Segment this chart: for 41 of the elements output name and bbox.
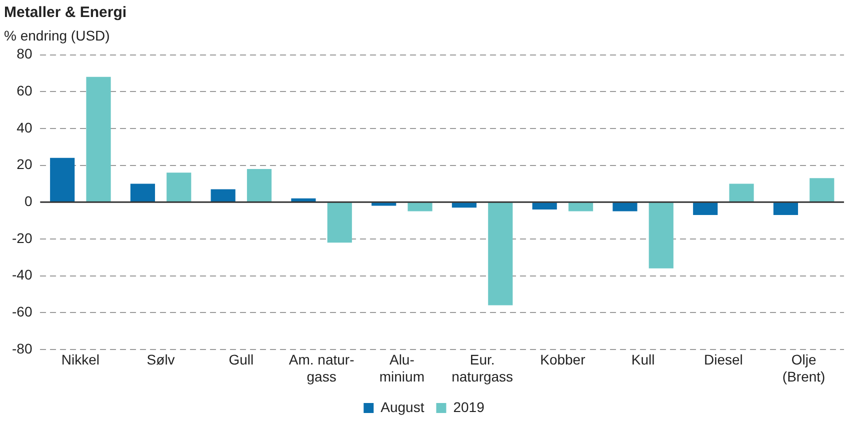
bar bbox=[612, 202, 638, 212]
x-tick-label: Sølv bbox=[146, 352, 175, 368]
y-tick-label: 60 bbox=[16, 82, 32, 98]
x-tick-label: Kobber bbox=[540, 352, 586, 368]
bar bbox=[327, 202, 352, 243]
x-tick-label: Diesel bbox=[704, 352, 743, 368]
x-tick-label: Eur. naturgass bbox=[452, 352, 514, 384]
bar bbox=[166, 172, 192, 202]
legend-label: August bbox=[380, 398, 424, 415]
bar bbox=[291, 198, 316, 202]
x-tick-label: Alu- minium bbox=[379, 352, 424, 384]
bar bbox=[408, 202, 432, 212]
y-tick-label: 40 bbox=[16, 119, 32, 136]
bar bbox=[729, 184, 754, 202]
bar bbox=[50, 158, 75, 202]
y-tick-label: 80 bbox=[16, 46, 32, 62]
y-tick-label: -80 bbox=[12, 340, 32, 356]
chart-title: Metaller & Energi bbox=[4, 4, 127, 22]
bar bbox=[86, 76, 111, 202]
chart-subtitle: % endring (USD) bbox=[4, 27, 110, 44]
y-tick-label: 20 bbox=[16, 156, 32, 172]
bar bbox=[210, 189, 236, 202]
y-tick-label: -20 bbox=[12, 230, 32, 246]
x-tick-label: Kull bbox=[631, 352, 655, 368]
y-tick-label: -60 bbox=[12, 303, 32, 320]
bar bbox=[488, 202, 513, 306]
bar bbox=[648, 202, 674, 268]
y-tick-label: -40 bbox=[12, 266, 32, 283]
y-tick-label: 0 bbox=[24, 192, 32, 209]
x-tick-label: Olje (Brent) bbox=[782, 352, 826, 384]
x-tick-label: Gull bbox=[228, 352, 254, 368]
bar bbox=[810, 178, 834, 202]
x-tick-label: Nikkel bbox=[61, 352, 100, 368]
x-tick-label: Am. natur- gass bbox=[288, 352, 355, 384]
bar bbox=[130, 184, 156, 202]
bar bbox=[568, 202, 594, 212]
bar bbox=[532, 202, 557, 210]
bar bbox=[246, 168, 272, 202]
bar bbox=[773, 202, 798, 215]
legend-label: 2019 bbox=[453, 398, 485, 415]
bar bbox=[693, 202, 718, 215]
